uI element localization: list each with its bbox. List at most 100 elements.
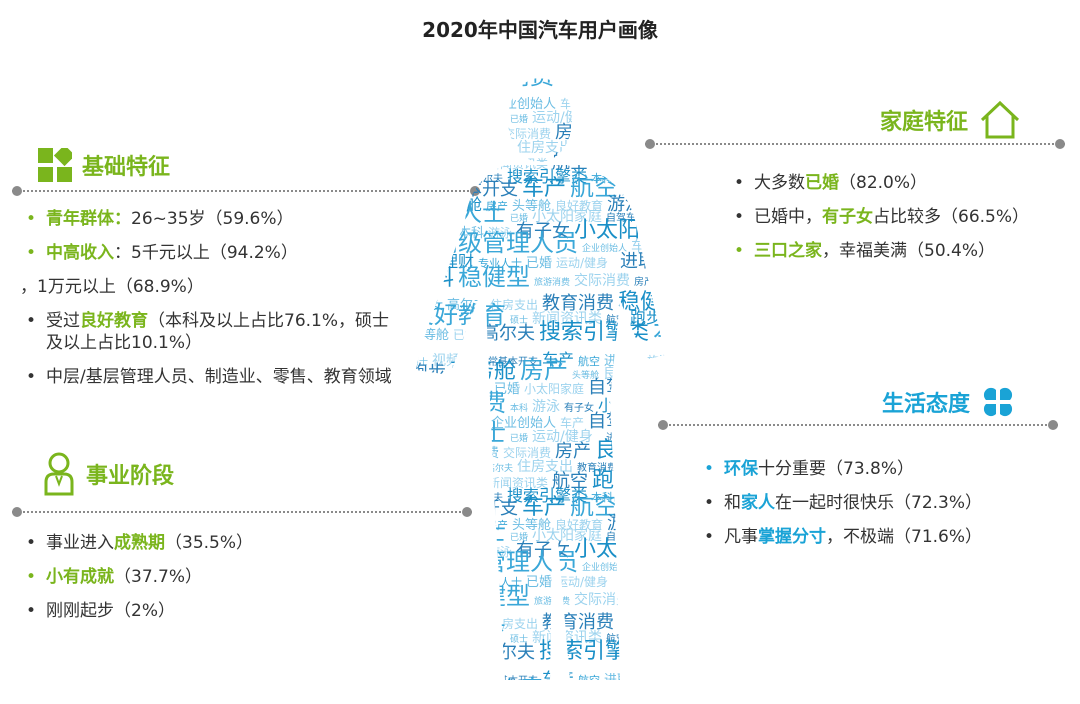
wordcloud-word: 自驾车 bbox=[588, 411, 642, 432]
wordcloud-word: 小太阳家庭 bbox=[574, 537, 670, 562]
wordcloud-word: 已婚 bbox=[510, 212, 528, 224]
wordcloud-word: 本科 bbox=[410, 266, 454, 291]
wordcloud-word: 车产 bbox=[522, 176, 566, 201]
wordcloud-word: 商务舱 bbox=[450, 678, 516, 700]
wordcloud-word: 搜索引擎类 bbox=[539, 320, 649, 345]
wordcloud-word: 硕士 bbox=[617, 171, 643, 186]
wordcloud-word: 搜索引擎类 bbox=[539, 639, 649, 664]
wordcloud-word: 已婚 bbox=[453, 328, 477, 342]
list-item: • 和家人在一起时很快乐（72.3%） bbox=[704, 493, 983, 513]
wordcloud-word: 自驾车 bbox=[588, 92, 642, 113]
wordcloud-word: 车产 bbox=[560, 415, 584, 430]
wordcloud-word: 博士 bbox=[410, 378, 442, 397]
wordcloud-word: 游泳 bbox=[488, 226, 512, 240]
list-item: • 环保十分重要（73.8%） bbox=[704, 459, 915, 479]
wordcloud-word: 投资理财 bbox=[646, 408, 670, 433]
wordcloud-word: 视频类 bbox=[647, 489, 670, 504]
wordcloud-word: 已婚 bbox=[453, 647, 477, 661]
wordcloud-word: 航空 bbox=[552, 471, 588, 492]
wordcloud-word: 投资理财 bbox=[646, 89, 670, 114]
life-section-title: 生活态度 bbox=[882, 392, 971, 417]
wordcloud-word: 博士 bbox=[666, 313, 670, 326]
wordcloud-word: 已婚 bbox=[526, 256, 552, 271]
wordcloud-word: 进取型 bbox=[604, 673, 643, 688]
wordcloud-word: 小太阳家庭 bbox=[524, 381, 584, 396]
family-divider bbox=[645, 139, 1065, 149]
wordcloud-word: 游泳 bbox=[580, 72, 608, 88]
wordcloud-word: 本科 bbox=[558, 75, 576, 87]
wordcloud-word: 商务舱 bbox=[450, 359, 516, 384]
family-section-title: 家庭特征 bbox=[880, 110, 969, 135]
wordcloud-word: 自驾车 bbox=[663, 241, 670, 254]
wordcloud-word: 跑步 bbox=[630, 308, 662, 327]
wordcloud-word: 稳健型 bbox=[621, 137, 669, 156]
wordcloud-word: 良好教育 bbox=[595, 119, 670, 144]
wordcloud-word: 硕士 bbox=[458, 476, 484, 491]
wordcloud-word: 小太阳家庭 bbox=[532, 527, 602, 544]
wordcloud-word: 有子女 bbox=[410, 617, 443, 631]
wordcloud-word: 旅游消费 bbox=[653, 502, 670, 518]
wordcloud-word: 稳健型 bbox=[410, 127, 443, 141]
wordcloud-word: 游泳 bbox=[663, 687, 670, 700]
wordcloud-word: 已婚 bbox=[441, 170, 469, 186]
wordcloud-word: 稳健型 bbox=[410, 446, 443, 460]
wordcloud-word: 房产 bbox=[634, 594, 654, 607]
wordcloud-word: 已婚 bbox=[494, 382, 520, 397]
page-title: 2020年中国汽车用户画像 bbox=[422, 18, 658, 42]
wordcloud-word: 良好教育 bbox=[555, 517, 603, 532]
wordcloud-word: 专业人士 bbox=[446, 382, 490, 396]
wordcloud-word: 专业人士 bbox=[410, 419, 506, 447]
wordcloud-word: 硕士 bbox=[410, 356, 428, 368]
wordcloud-word: 已婚 bbox=[510, 113, 528, 125]
wordcloud-word: 自驾车 bbox=[663, 560, 670, 573]
wordcloud-word: 企业创始人 bbox=[491, 415, 556, 431]
wordcloud-word: 游泳 bbox=[607, 194, 643, 215]
wordcloud-word: 本科 bbox=[653, 636, 670, 664]
wordcloud-word: 专业人士 bbox=[478, 256, 522, 270]
wordcloud-word: 搜索引擎类 bbox=[507, 486, 587, 505]
wordcloud-word: 良好教育 bbox=[555, 198, 603, 213]
wordcloud-word: 跑步 bbox=[630, 627, 662, 646]
wordcloud-word: 新闻资讯类 bbox=[532, 311, 602, 327]
wordcloud-word: 进取型 bbox=[622, 506, 649, 517]
wordcloud-word: 硕士 bbox=[510, 633, 528, 645]
wordcloud-word: 航空 bbox=[578, 673, 600, 687]
wordcloud-word: 头等舱 bbox=[572, 688, 599, 700]
wordcloud-word: 企业创始人 bbox=[582, 561, 627, 573]
wordcloud-word: 投资理财 bbox=[410, 571, 474, 590]
wordcloud-word: 博士 bbox=[647, 191, 670, 216]
basic-section-title: 基础特征 bbox=[82, 155, 171, 180]
wordcloud-word: 旅游消费 bbox=[534, 276, 570, 288]
person-wordcloud-icon: 旅游交际消费本科游泳有子女小太阳家庭中高级管理人员企业创始人车产自驾车投资理财专… bbox=[410, 70, 670, 700]
wordcloud-word: 本科 bbox=[510, 402, 528, 414]
career-list: • 事业进入成熟期（35.5%） • 小有成就（37.7%） • 刚刚起步（2%） bbox=[24, 532, 404, 634]
wordcloud-word: 博士 bbox=[647, 510, 670, 535]
wordcloud-word: 车产 bbox=[542, 350, 574, 369]
list-item: • 中高收入：5千元以上（94.2%） bbox=[26, 243, 298, 263]
career-section-header: 事业阶段 bbox=[44, 452, 174, 496]
wordcloud-word: 头等舱 bbox=[410, 646, 449, 662]
wordcloud-word: 小太阳家庭 bbox=[646, 70, 670, 88]
career-divider bbox=[12, 507, 472, 517]
wordcloud-word: 旅游消费 bbox=[647, 354, 670, 368]
wordcloud-word: 运动/健身 bbox=[532, 429, 593, 445]
wordcloud-word: 已婚 bbox=[510, 531, 528, 543]
wordcloud-word: 住房支出 bbox=[490, 616, 538, 631]
wordcloud-word: 中高级管理人员 bbox=[410, 416, 487, 430]
wordcloud-word: 高尔夫 bbox=[447, 616, 486, 632]
life-divider bbox=[658, 420, 1058, 430]
wordcloud-word: 博士 bbox=[640, 465, 670, 493]
clover-icon bbox=[983, 387, 1013, 417]
wordcloud-word: 企业创始人 bbox=[582, 242, 627, 254]
wordcloud-word: 教育消费 bbox=[542, 293, 614, 314]
wordcloud-word: 本科 bbox=[410, 585, 454, 610]
career-section-title: 事业阶段 bbox=[86, 464, 175, 489]
wordcloud-word: 本科 bbox=[458, 545, 484, 560]
wordcloud-word: 旅游 bbox=[646, 374, 670, 399]
wordcloud-word: 商务舱 bbox=[434, 514, 482, 533]
family-list: • 大多数已婚（82.0%） • 已婚中，有子女占比较多（66.5%） • 三口之家，… bbox=[732, 172, 1062, 274]
wordcloud-word: 交际消费 bbox=[410, 226, 454, 240]
wordcloud-word: 跑步 bbox=[410, 681, 446, 700]
wordcloud-word: 航空 bbox=[578, 354, 600, 368]
wordcloud-word: 头等舱 bbox=[512, 517, 551, 533]
